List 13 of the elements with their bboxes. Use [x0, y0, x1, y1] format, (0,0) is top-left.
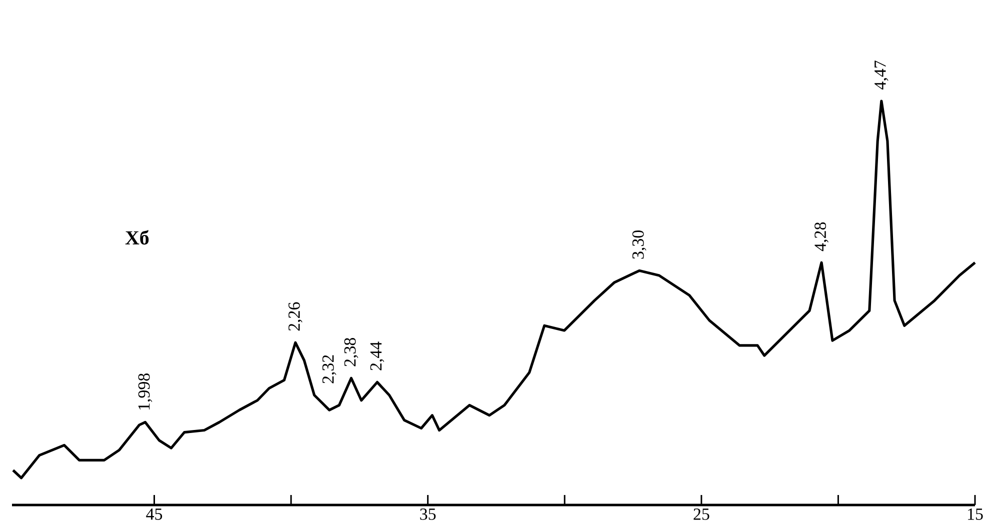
annotation: 1,998 [138, 374, 152, 410]
x-tick-label: 15 [968, 508, 983, 520]
annotation: Хб [125, 230, 149, 245]
annotation: 2,44 [370, 342, 384, 370]
annotation: 2,32 [322, 355, 336, 384]
annotation: 2,38 [344, 338, 358, 366]
annotation: 4,47 [874, 60, 888, 90]
annotation: 4,28 [814, 222, 828, 252]
x-tick-label: 25 [694, 508, 710, 520]
x-tick-label: 45 [146, 508, 162, 520]
annotation: 2,26 [288, 302, 302, 331]
x-tick-label: 35 [420, 508, 436, 520]
annotation: 3,30 [632, 230, 646, 259]
